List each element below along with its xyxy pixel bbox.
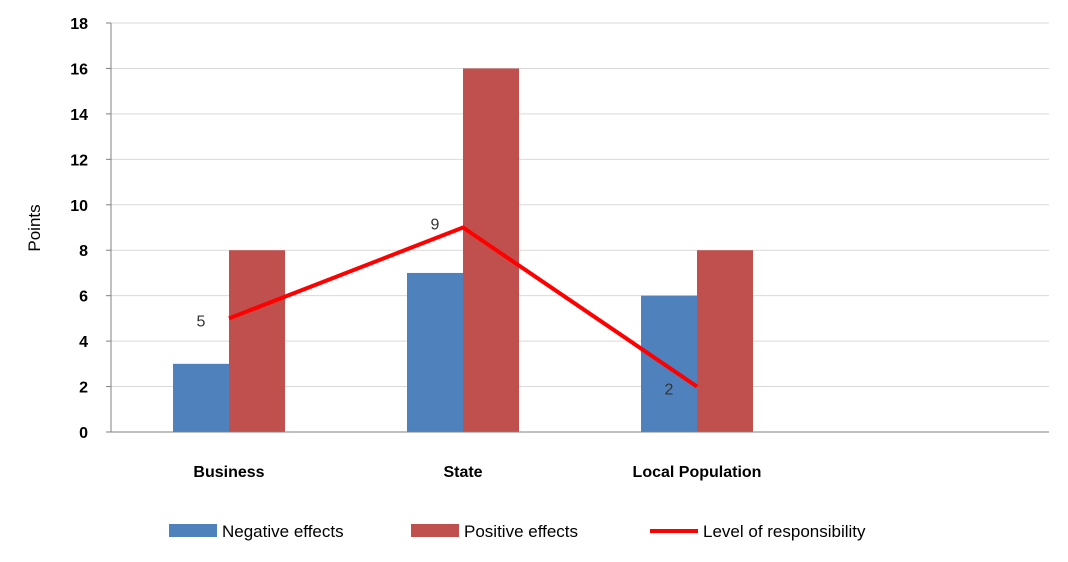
line-series (228, 225, 699, 389)
legend-label: Positive effects (464, 522, 578, 541)
legend-swatch (411, 524, 459, 537)
legend-item: Positive effects (411, 522, 578, 541)
x-category-label: Business (193, 464, 264, 481)
y-axis-title: Points (25, 204, 44, 251)
y-tick-label: 6 (79, 289, 88, 306)
y-tick-label: 4 (79, 334, 88, 351)
y-tick-label: 16 (70, 61, 88, 78)
line-data-label: 2 (665, 382, 674, 399)
line-data-label: 5 (197, 313, 206, 330)
negative-effects-bar (641, 295, 697, 432)
negative-effects-bar (173, 363, 229, 432)
labels: 0 2 4 6 8 10 12 14 16 18 Business State Local Popula… (70, 16, 761, 481)
legend-label: Level of responsibility (703, 522, 866, 541)
y-tick-label: 14 (70, 107, 88, 124)
bars (173, 68, 753, 432)
line-data-label: 9 (431, 217, 440, 234)
y-tick-label: 12 (70, 152, 88, 169)
positive-effects-bar (697, 250, 753, 432)
level-of-responsibility-line (228, 225, 699, 389)
y-tick-label: 10 (70, 198, 88, 215)
legend: Negative effects Positive effects Level of… (169, 522, 866, 541)
x-category-label: State (443, 464, 482, 481)
y-tick-label: 0 (79, 425, 88, 442)
x-category-label: Local Population (633, 464, 762, 481)
legend-swatch (169, 524, 217, 537)
axes (110, 23, 1049, 433)
positive-effects-bar (463, 68, 519, 432)
legend-item: Level of responsibility (650, 522, 866, 541)
legend-item: Negative effects (169, 522, 344, 541)
y-tick-label: 2 (79, 380, 88, 397)
legend-label: Negative effects (222, 522, 344, 541)
positive-effects-bar (229, 250, 285, 432)
y-tick-label: 18 (70, 16, 88, 33)
y-tick-label: 8 (79, 243, 88, 260)
negative-effects-bar (407, 272, 463, 432)
